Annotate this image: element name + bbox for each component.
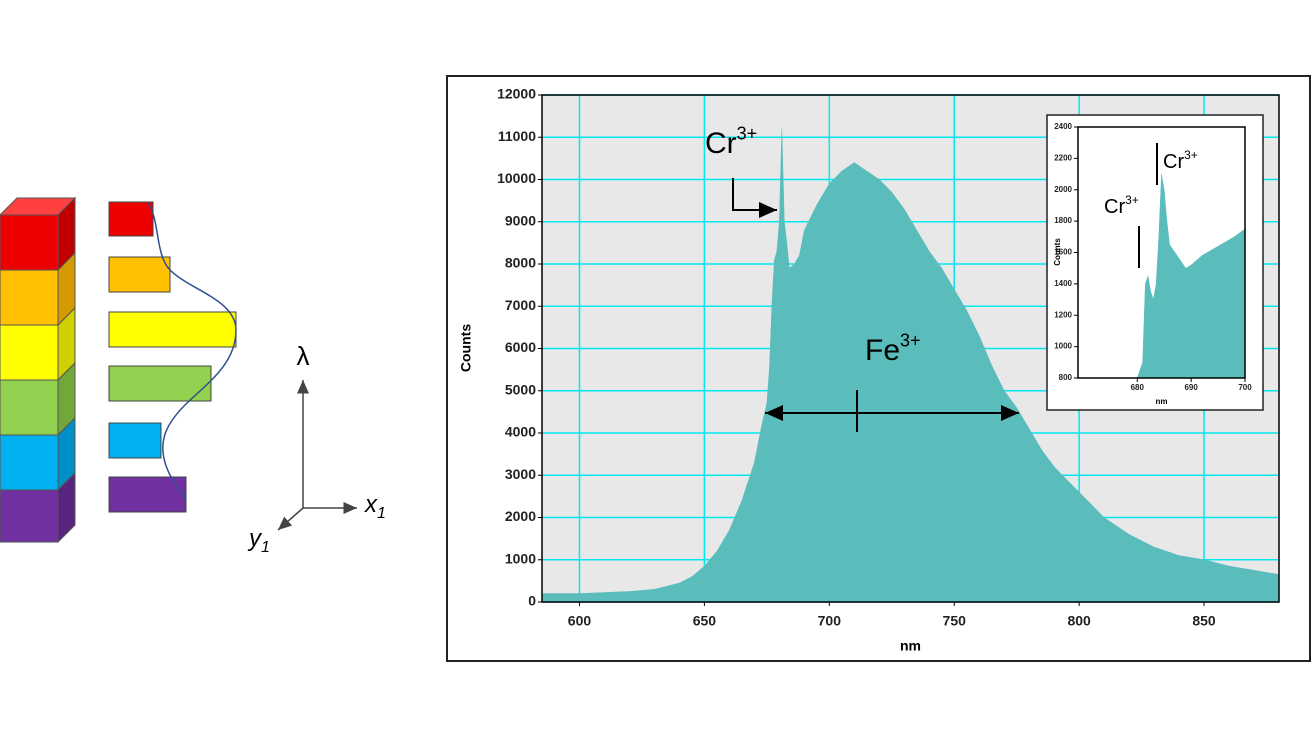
y-tick-label: 1600 xyxy=(1054,248,1072,257)
y-tick-label: 10000 xyxy=(497,170,536,186)
y-tick-label: 7000 xyxy=(505,297,536,313)
annotation: Cr3+ xyxy=(705,123,757,160)
gaussian-curve xyxy=(147,202,237,501)
x-tick-label: 690 xyxy=(1184,383,1198,392)
y-tick-label: 1200 xyxy=(1054,310,1072,319)
y-tick-label: 8000 xyxy=(505,255,536,271)
x-tick-label: 850 xyxy=(1192,613,1216,629)
y1-label: y1 xyxy=(247,525,270,556)
lambda-label: λ xyxy=(297,341,310,371)
annotation: Cr3+ xyxy=(1163,148,1198,173)
y-tick-label: 1400 xyxy=(1054,279,1072,288)
x-tick-label: 650 xyxy=(693,613,717,629)
y-tick-label: 2000 xyxy=(1054,185,1072,194)
y-tick-label: 2400 xyxy=(1054,122,1072,131)
x1-text: x xyxy=(364,491,378,518)
y-tick-label: 3000 xyxy=(505,466,536,482)
y-tick-label: 1000 xyxy=(505,550,536,566)
x-tick-label: 700 xyxy=(1238,383,1252,392)
annotation-text: Fe xyxy=(865,334,900,367)
y-tick-label: 1000 xyxy=(1054,342,1072,351)
y-tick-label: 11000 xyxy=(498,128,536,144)
y-tick-label: 0 xyxy=(528,593,536,609)
inset-chart: 680 690 700 800 1000 1200 1400 1600 1800 2000 2200… xyxy=(1053,122,1252,406)
y-tick-label: 5000 xyxy=(505,381,536,397)
x-tick-label: 750 xyxy=(943,613,967,629)
annotation-sup: 3+ xyxy=(1184,148,1198,162)
x-axis-title: nm xyxy=(1156,397,1168,406)
x-tick-label: 600 xyxy=(568,613,592,629)
y-tick-label: 9000 xyxy=(505,212,536,228)
x-tick-label: 700 xyxy=(818,613,842,629)
annotation-sup: 3+ xyxy=(737,123,758,143)
x1-label: x1 xyxy=(364,491,386,522)
x-axis-title: nm xyxy=(900,638,921,654)
cube-stack xyxy=(0,196,77,544)
y-tick-label: 800 xyxy=(1059,373,1073,382)
annotation: Cr3+ xyxy=(1104,193,1139,218)
annotation: Fe3+ xyxy=(865,330,921,367)
x-tick-label: 800 xyxy=(1067,613,1091,629)
spectrum-area xyxy=(1136,174,1246,379)
y-tick-label: 12000 xyxy=(497,86,536,102)
annotation-text: Cr xyxy=(1104,196,1125,218)
annotation-text: Cr xyxy=(1163,151,1184,173)
y1-sub: 1 xyxy=(261,539,270,556)
y-tick-label: 2000 xyxy=(505,508,536,524)
spectrum-bars xyxy=(108,201,237,513)
y-axis-title: Counts xyxy=(1053,238,1062,266)
annotation-sup: 3+ xyxy=(1125,193,1139,207)
x-tick-label: 680 xyxy=(1131,383,1145,392)
y1-text: y xyxy=(247,525,263,552)
plot-border xyxy=(541,94,1280,603)
axes-diagram xyxy=(277,380,357,531)
x1-sub: 1 xyxy=(377,505,386,522)
y-tick-label: 4000 xyxy=(505,424,536,440)
spectrum-area xyxy=(541,128,1280,603)
annotation-sup: 3+ xyxy=(900,330,921,350)
y-tick-label: 2200 xyxy=(1054,153,1072,162)
plot-border xyxy=(1077,126,1246,379)
y-tick-label: 6000 xyxy=(505,339,536,355)
annotation-line xyxy=(732,178,777,218)
annotation-text: Cr xyxy=(705,127,737,160)
y-tick-label: 1800 xyxy=(1054,216,1072,225)
y-axis-title: Counts xyxy=(458,324,474,372)
